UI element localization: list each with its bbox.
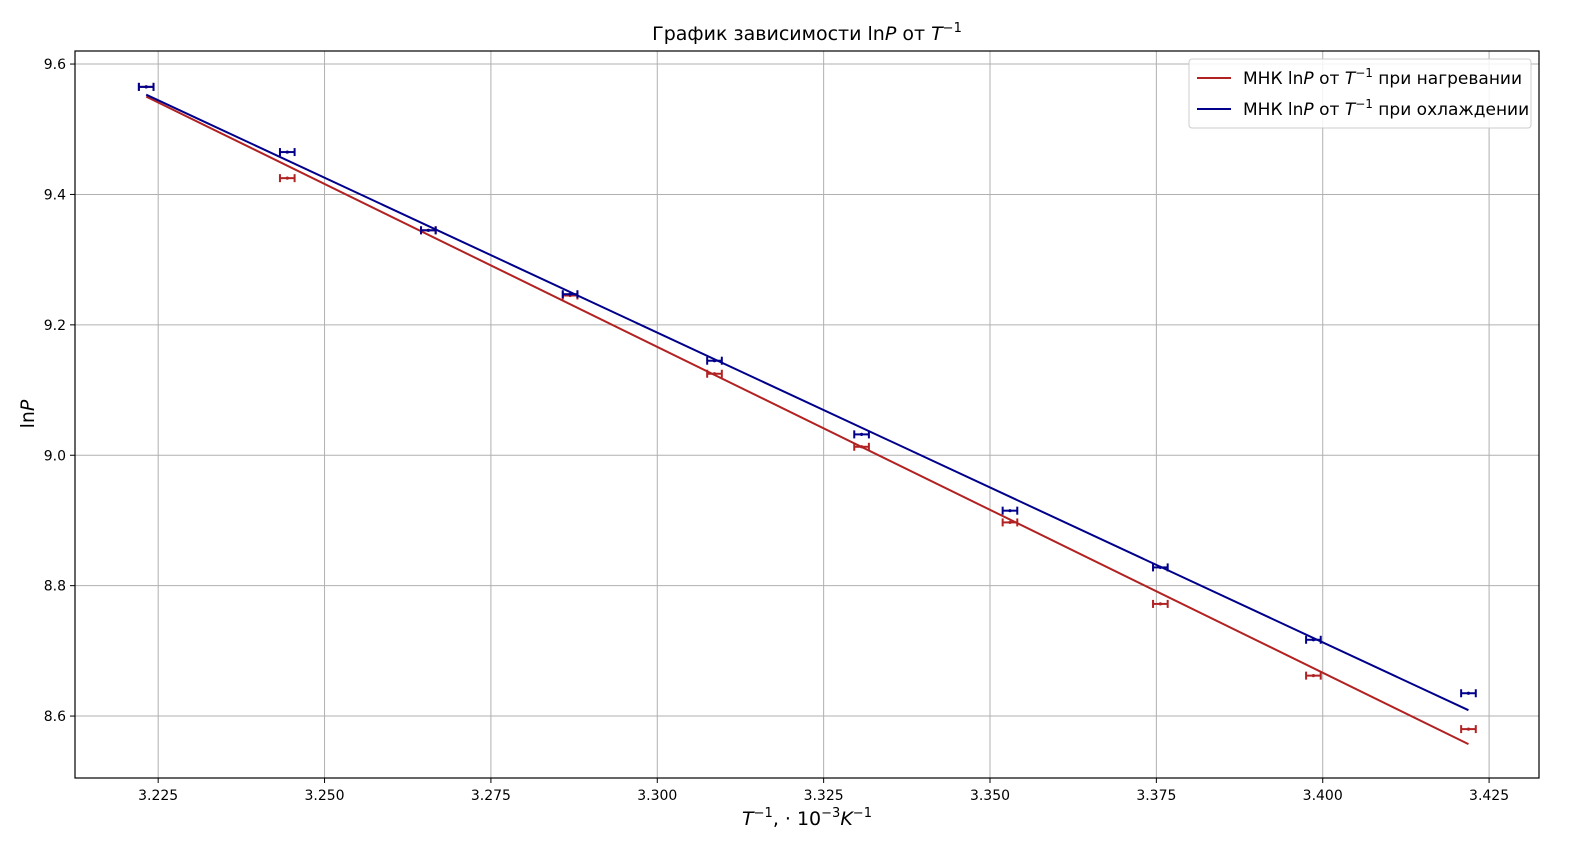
y-tick-label: 9.0: [44, 448, 66, 464]
point-marker: [568, 292, 572, 296]
point-marker: [426, 228, 430, 232]
data-point-heating: [706, 369, 723, 378]
data-point-heating: [1152, 599, 1169, 608]
chart-title: График зависимости lnP от T−1: [652, 21, 962, 45]
y-axis-label: lnP: [17, 399, 39, 428]
point-marker: [712, 359, 717, 363]
point-marker: [712, 372, 717, 376]
point-marker: [1158, 602, 1162, 606]
grid: [75, 51, 1539, 778]
data-point-cooling: [137, 82, 155, 91]
legend: МНК lnP от T−1 при нагревании МНК lnP от…: [1188, 58, 1532, 129]
data-point-cooling: [278, 148, 296, 157]
point-marker: [859, 432, 864, 436]
y-tick-label: 8.8: [44, 579, 66, 595]
legend-entry-heating: МНК lnP от T−1 при нагревании: [1243, 66, 1522, 89]
point-marker: [285, 176, 289, 180]
data-point-cooling: [1001, 506, 1019, 515]
data-point-heating: [853, 442, 870, 451]
data-point-cooling: [853, 430, 870, 439]
data-point-cooling: [1305, 635, 1322, 644]
data-point-heating: [278, 174, 296, 183]
legend-box: [1188, 58, 1532, 129]
fit-line-cooling: [145, 93, 1469, 712]
x-tick-label: 3.375: [1136, 788, 1176, 804]
x-axis-label: T−1, · 10−3K−1: [742, 806, 872, 830]
y-tick-label: 9.2: [44, 318, 66, 334]
point-marker: [1008, 509, 1012, 513]
point-marker: [285, 150, 289, 154]
point-marker: [859, 445, 864, 449]
x-tick-label: 3.425: [1469, 788, 1509, 804]
plot-frame: [74, 50, 1540, 779]
plot-area: [137, 82, 1477, 745]
x-tick-label: 3.225: [138, 788, 178, 804]
point-marker: [1311, 674, 1316, 678]
axis-ticks: 3.225 3.250 3.275 3.300 3.325 3.350 3.375 3.400…: [44, 57, 1509, 804]
series-heating: [137, 82, 1477, 745]
data-point-heating: [1305, 671, 1322, 680]
data-point-cooling: [1152, 563, 1169, 572]
data-point-heating: [1001, 518, 1019, 527]
point-marker: [1466, 727, 1471, 731]
data-point-cooling: [1460, 689, 1477, 698]
x-tick-label: 3.275: [471, 788, 511, 804]
data-point-cooling: [420, 226, 437, 235]
point-marker: [1311, 638, 1316, 642]
series-cooling: [137, 82, 1477, 712]
x-tick-label: 3.350: [970, 788, 1010, 804]
point-marker: [1158, 565, 1162, 569]
point-marker: [144, 85, 148, 89]
legend-entry-cooling: МНК lnP от T−1 при охлаждении: [1243, 97, 1529, 120]
x-tick-label: 3.325: [804, 788, 844, 804]
fit-line-heating: [145, 95, 1469, 745]
x-tick-label: 3.250: [304, 788, 344, 804]
y-tick-label: 9.4: [44, 187, 66, 203]
y-tick-label: 8.6: [44, 709, 66, 725]
y-tick-label: 9.6: [44, 57, 66, 73]
x-tick-label: 3.300: [637, 788, 677, 804]
point-marker: [1466, 691, 1471, 695]
point-marker: [1008, 520, 1012, 525]
data-point-heating: [1460, 725, 1477, 734]
x-tick-label: 3.400: [1303, 788, 1343, 804]
data-point-cooling: [561, 290, 579, 299]
data-point-cooling: [706, 356, 723, 365]
